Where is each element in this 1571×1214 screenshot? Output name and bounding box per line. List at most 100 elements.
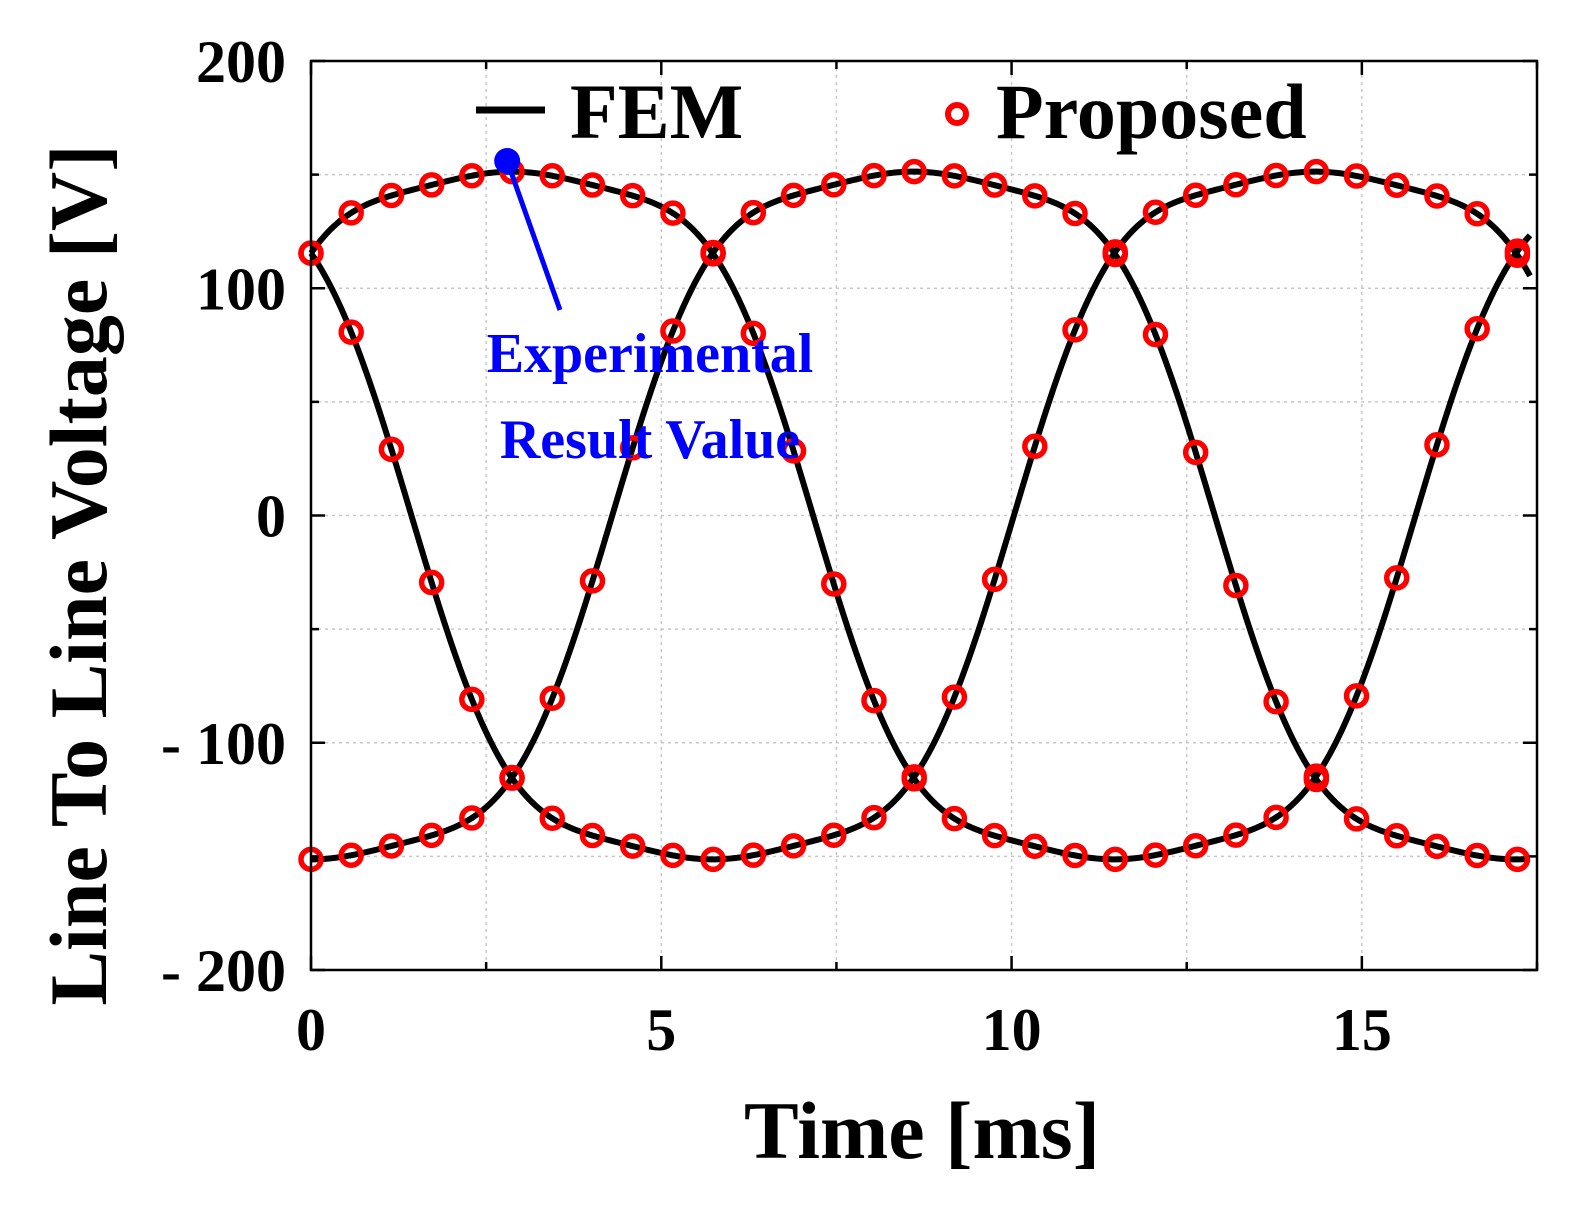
annotation-line-1: Experimental [487,323,814,385]
proposed-point [1383,172,1410,199]
proposed-point [418,172,445,198]
proposed-point [1062,842,1088,869]
proposed-point [1182,182,1209,209]
proposed-point [901,764,927,790]
proposed-point [1343,806,1370,832]
proposed-markers [298,158,1531,873]
proposed-point [941,163,968,189]
annotation-leader-line [504,160,563,311]
proposed-point [740,199,767,226]
proposed-point [861,162,887,189]
y-tick-label: 100 [196,256,286,322]
proposed-point [861,804,887,831]
proposed-point [1142,199,1169,226]
proposed-point [418,822,445,849]
proposed-point [1142,842,1169,868]
grid [311,61,1537,970]
proposed-point [1182,439,1209,466]
fem-curve-phase-2 [309,168,1532,863]
proposed-point [1182,833,1209,859]
proposed-point [338,842,364,869]
proposed-point [579,568,606,594]
experimental-point [494,147,521,174]
experimental-annotation: Experimental Result Value [487,147,814,471]
proposed-point [1062,317,1088,343]
proposed-point [1303,158,1330,185]
proposed-point [1464,315,1490,342]
proposed-point [1263,804,1289,831]
proposed-point [1424,432,1450,458]
proposed-point [861,687,887,714]
proposed-point [1383,565,1410,591]
proposed-point [821,571,847,597]
proposed-point [780,182,807,209]
proposed-point [1504,846,1531,873]
proposed-point [981,822,1008,849]
proposed-point [539,805,566,832]
proposed-point [901,158,927,185]
proposed-point [660,318,686,344]
proposed-point [1303,766,1330,793]
proposed-point [539,163,566,189]
proposed-point [700,846,726,873]
proposed-point [338,319,364,345]
legend-proposed-label: Proposed [996,68,1307,155]
proposed-point [418,569,445,596]
proposed-point [780,438,807,464]
proposed-point [378,182,405,209]
proposed-point [1102,239,1129,265]
proposed-point [821,172,847,198]
proposed-point [740,320,767,347]
y-tick-label: - 200 [161,938,286,1004]
x-tick-label: 15 [1332,997,1392,1063]
proposed-point [1022,833,1048,859]
x-tick-label: 5 [646,997,676,1063]
proposed-point [1142,321,1169,348]
legend: FEM Proposed [476,68,1307,155]
proposed-point [1102,846,1129,873]
y-tick-label: 200 [196,29,286,95]
proposed-point [780,833,807,859]
proposed-point [941,684,968,710]
proposed-point [660,200,686,226]
proposed-point [941,805,968,832]
proposed-point [1343,683,1370,709]
proposed-point [1504,242,1531,268]
x-axis-title: Time [ms] [744,1085,1100,1176]
proposed-point [619,182,646,209]
proposed-point [378,436,405,463]
proposed-point [1464,201,1490,227]
proposed-point [1223,171,1249,198]
axis-ticks: 0 5 10 15 200 100 0 - 100 - 200 [161,29,1539,1063]
proposed-point [338,200,364,226]
proposed-point [619,833,646,859]
proposed-point [1022,183,1048,209]
legend-proposed-swatch [945,102,969,126]
proposed-point [1343,163,1370,189]
proposed-point [1464,842,1490,869]
proposed-point [1424,833,1450,860]
proposed-point [459,162,485,189]
proposed-point [1263,162,1289,189]
proposed-point [1223,822,1249,848]
proposed-point [459,805,485,831]
proposed-point [981,172,1008,198]
legend-fem-label: FEM [570,68,743,155]
proposed-point [700,239,726,266]
proposed-point [660,842,686,869]
proposed-point [459,686,485,713]
proposed-point [619,435,646,461]
proposed-point [1424,183,1450,209]
proposed-point [1022,433,1048,460]
proposed-point [1263,688,1289,715]
y-tick-label: 0 [256,484,286,550]
proposed-point [499,765,525,791]
proposed-point [1383,823,1410,849]
proposed-point [579,822,606,849]
proposed-point [981,566,1008,593]
proposed-point [378,833,405,859]
y-tick-label: - 100 [161,711,286,777]
proposed-point [539,685,566,711]
proposed-point [740,842,767,868]
proposed-point [821,822,847,848]
